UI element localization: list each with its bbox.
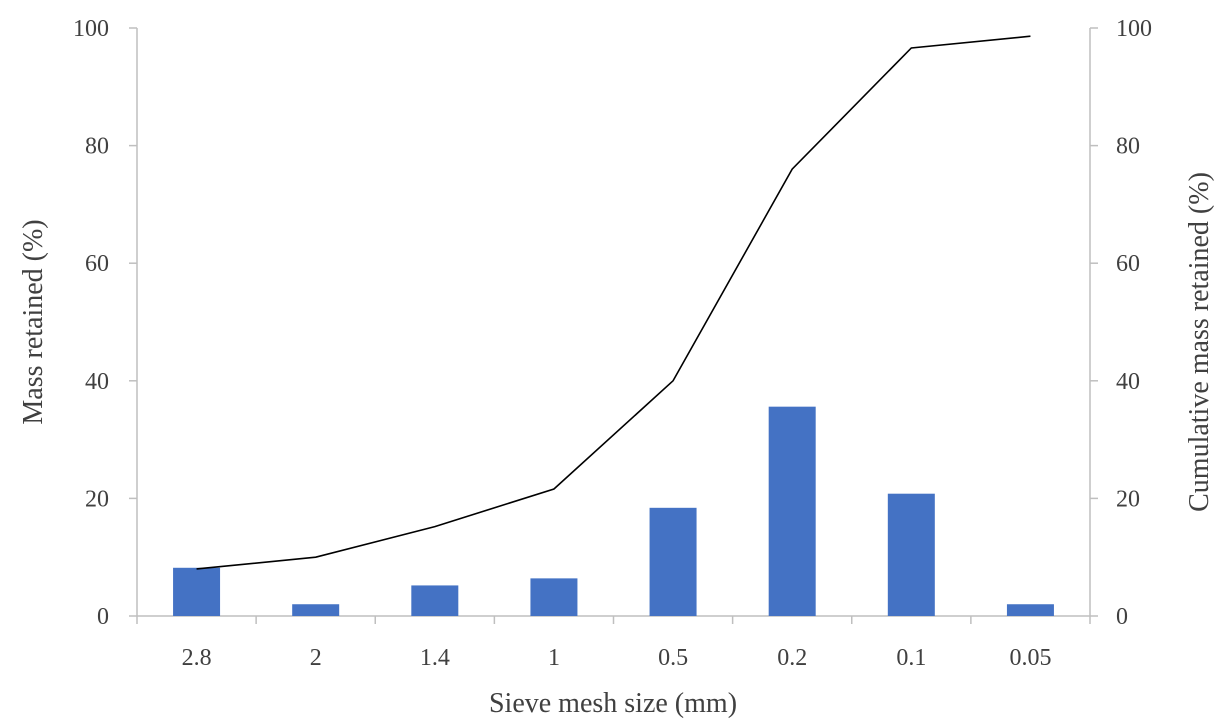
x-tick-label: 0.05: [1009, 645, 1051, 671]
bar: [292, 604, 340, 616]
cumulative-line-series: [196, 35, 1031, 570]
bar: [649, 507, 697, 616]
bar: [173, 567, 221, 616]
right-tick-label: 80: [1116, 134, 1140, 160]
x-axis-title: Sieve mesh size (mm): [489, 688, 737, 719]
right-axis: 0 20 40 60 80 100: [1089, 16, 1152, 630]
x-tick-label: 2.8: [182, 645, 212, 671]
left-axis: 0 20 40 60 80 100: [73, 16, 138, 630]
right-axis-title: Cumulative mass retained (%): [1184, 172, 1215, 512]
left-tick-label: 100: [73, 16, 109, 42]
x-tick-label: 1.4: [420, 645, 450, 671]
left-tick-label: 0: [97, 604, 109, 630]
bar: [530, 578, 578, 616]
left-axis-title: Mass retained (%): [18, 219, 49, 424]
x-tick-label: 0.1: [896, 645, 926, 671]
cumulative-line: [196, 35, 1031, 570]
x-tick-label: 1: [548, 645, 560, 671]
x-axis: 2.8 2 1.4 1 0.5 0.2 0.1 0.05: [136, 615, 1091, 671]
x-tick-label: 0.5: [658, 645, 688, 671]
bar-series: [173, 406, 1054, 616]
bar: [411, 585, 459, 616]
right-tick-label: 20: [1116, 486, 1140, 512]
right-tick-label: 40: [1116, 369, 1140, 395]
left-tick-label: 60: [85, 251, 109, 277]
bar: [887, 493, 935, 616]
right-tick-label: 0: [1116, 604, 1128, 630]
left-tick-label: 20: [85, 486, 109, 512]
x-tick-label: 2: [310, 645, 322, 671]
bar: [1006, 604, 1054, 616]
right-tick-label: 60: [1116, 251, 1140, 277]
bar: [768, 406, 816, 616]
x-tick-label: 0.2: [777, 645, 807, 671]
right-tick-label: 100: [1116, 16, 1152, 42]
left-tick-label: 80: [85, 134, 109, 160]
left-tick-label: 40: [85, 369, 109, 395]
